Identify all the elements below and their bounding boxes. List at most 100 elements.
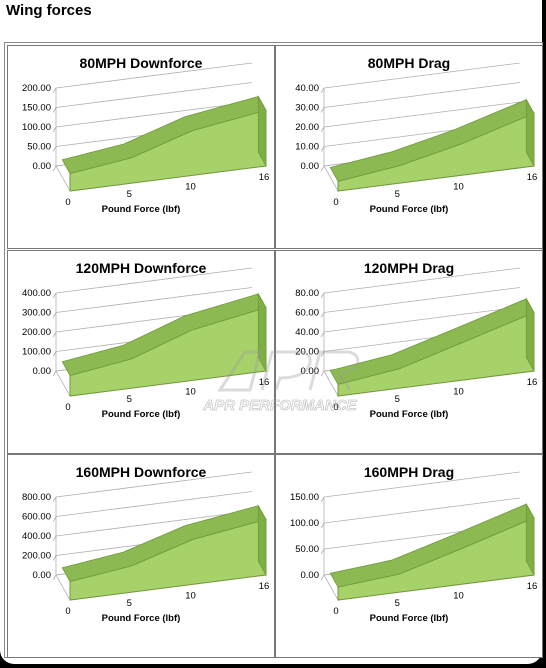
gridline-stub <box>52 146 57 152</box>
chart-120mph-downforce: 120MPH Downforce 0.00 100.00 200.00 300.00 40… <box>22 260 270 420</box>
x-axis-label: Pound Force (lbf) <box>102 409 181 420</box>
y-tick-label: 600.00 <box>22 512 51 523</box>
gridline <box>55 287 253 313</box>
y-tick-label: 200.00 <box>22 327 51 338</box>
gridline-stub <box>320 370 325 377</box>
chart-grid: 80MPH Downforce 0.00 50.00 100.00 150.00 200.… <box>4 42 543 658</box>
x-axis-label: Pound Force (lbf) <box>370 613 449 624</box>
gridline <box>55 267 253 294</box>
y-tick-label: 200.00 <box>22 83 51 94</box>
gridline <box>323 101 521 128</box>
x-tick-label: 16 <box>259 172 270 183</box>
chart-panel: 160MPH Drag 0.00 50.00 100.00 150.00 0 5 10 16 Po… <box>275 454 543 658</box>
y-tick-label: 50.00 <box>27 142 51 153</box>
gridline-stub <box>320 87 325 94</box>
y-tick-label: 40.00 <box>295 83 319 94</box>
y-tick-label: 100.00 <box>22 347 51 358</box>
y-tick-label: 80.00 <box>295 288 319 299</box>
gridline <box>323 287 521 313</box>
gridline-stub <box>52 331 57 338</box>
x-tick-label: 5 <box>127 394 132 405</box>
x-axis-label: Pound Force (lbf) <box>102 613 181 624</box>
chart-80mph-drag: 80MPH Drag 0.00 10.00 20.00 30.00 40.00 0 5 10 16… <box>295 55 537 215</box>
y-tick-label: 20.00 <box>295 347 319 358</box>
area-end-cap <box>525 297 535 373</box>
gridline-stub <box>52 351 57 357</box>
x-tick-label: 0 <box>65 197 70 208</box>
chart-title: 120MPH Downforce <box>76 260 207 276</box>
gridline-stub <box>320 146 325 152</box>
area-end-cap <box>525 502 535 577</box>
gridline <box>55 491 253 517</box>
y-tick-label: 100.00 <box>22 122 51 133</box>
y-tick-label: 20.00 <box>295 122 319 133</box>
gridline <box>55 101 253 128</box>
gridline-stub <box>320 522 325 529</box>
gridline-stub <box>320 292 325 299</box>
chart-title: 160MPH Downforce <box>76 464 207 480</box>
y-tick-label: 40.00 <box>295 327 319 338</box>
gridline <box>323 62 521 89</box>
y-tick-label: 150.00 <box>290 492 319 503</box>
area-end-cap <box>525 98 535 168</box>
chart-160mph-drag: 160MPH Drag 0.00 50.00 100.00 150.00 0 5 10 16 Po… <box>290 464 538 624</box>
y-tick-label: 0.00 <box>33 570 52 581</box>
area-end-cap <box>257 292 267 373</box>
x-tick-label: 5 <box>395 394 400 405</box>
y-tick-label: 0.00 <box>301 570 320 581</box>
x-tick-label: 16 <box>527 581 538 592</box>
x-tick-label: 10 <box>185 181 196 192</box>
x-tick-label: 16 <box>259 581 270 592</box>
y-tick-label: 50.00 <box>295 544 319 555</box>
gridline-stub <box>320 107 325 113</box>
y-tick-label: 100.00 <box>290 518 319 529</box>
gridline <box>55 510 253 537</box>
chart-title: 120MPH Drag <box>364 260 454 276</box>
chart-panel: 80MPH Drag 0.00 10.00 20.00 30.00 40.00 0 5 10 16… <box>275 45 543 249</box>
chart-panel: 120MPH Drag 0.00 20.00 40.00 60.00 80.00 0 5 10 1… <box>275 250 543 454</box>
y-tick-label: 60.00 <box>295 308 319 319</box>
chart-80mph-downforce: 80MPH Downforce 0.00 50.00 100.00 150.00 200.… <box>22 55 270 215</box>
chart-panel: 120MPH Downforce 0.00 100.00 200.00 300.00 40… <box>7 250 275 454</box>
x-tick-label: 5 <box>127 189 132 200</box>
chart-120mph-drag: 120MPH Drag 0.00 20.00 40.00 60.00 80.00 0 5 10 1… <box>295 260 537 420</box>
y-tick-label: 0.00 <box>33 161 52 172</box>
y-tick-label: 300.00 <box>22 308 51 319</box>
gridline-stub <box>320 312 325 318</box>
chart-title: 80MPH Drag <box>368 55 450 71</box>
gridline <box>323 497 521 524</box>
y-tick-label: 10.00 <box>295 142 319 153</box>
gridline-stub <box>52 165 57 172</box>
y-tick-label: 30.00 <box>295 103 319 114</box>
gridline-stub <box>52 370 57 377</box>
gridline <box>323 471 521 498</box>
gridline <box>55 62 253 89</box>
x-tick-label: 10 <box>185 590 196 601</box>
x-tick-label: 10 <box>453 181 464 192</box>
x-tick-label: 0 <box>65 402 70 413</box>
gridline <box>55 82 253 108</box>
x-axis-label: Pound Force (lbf) <box>370 409 449 420</box>
gridline <box>323 82 521 108</box>
gridline-stub <box>52 535 57 542</box>
x-tick-label: 0 <box>65 606 70 617</box>
gridline-stub <box>52 87 57 94</box>
chart-title: 160MPH Drag <box>364 464 454 480</box>
x-tick-label: 16 <box>259 377 270 388</box>
page-title: Wing forces <box>6 2 92 19</box>
x-tick-label: 5 <box>395 598 400 609</box>
gridline-stub <box>320 574 325 581</box>
gridline <box>55 471 253 498</box>
y-tick-label: 400.00 <box>22 288 51 299</box>
y-tick-label: 150.00 <box>22 103 51 114</box>
gridline-stub <box>320 165 325 172</box>
chart-160mph-downforce: 160MPH Downforce 0.00 200.00 400.00 600.00 80… <box>22 464 270 624</box>
gridline-stub <box>320 496 325 503</box>
x-tick-label: 10 <box>185 386 196 397</box>
area-end-cap <box>257 94 267 168</box>
gridline-stub <box>320 548 325 555</box>
gridline-stub <box>52 574 57 581</box>
y-tick-label: 0.00 <box>33 366 52 377</box>
chart-panel: 80MPH Downforce 0.00 50.00 100.00 150.00 200.… <box>7 45 275 249</box>
x-axis-label: Pound Force (lbf) <box>370 204 449 215</box>
